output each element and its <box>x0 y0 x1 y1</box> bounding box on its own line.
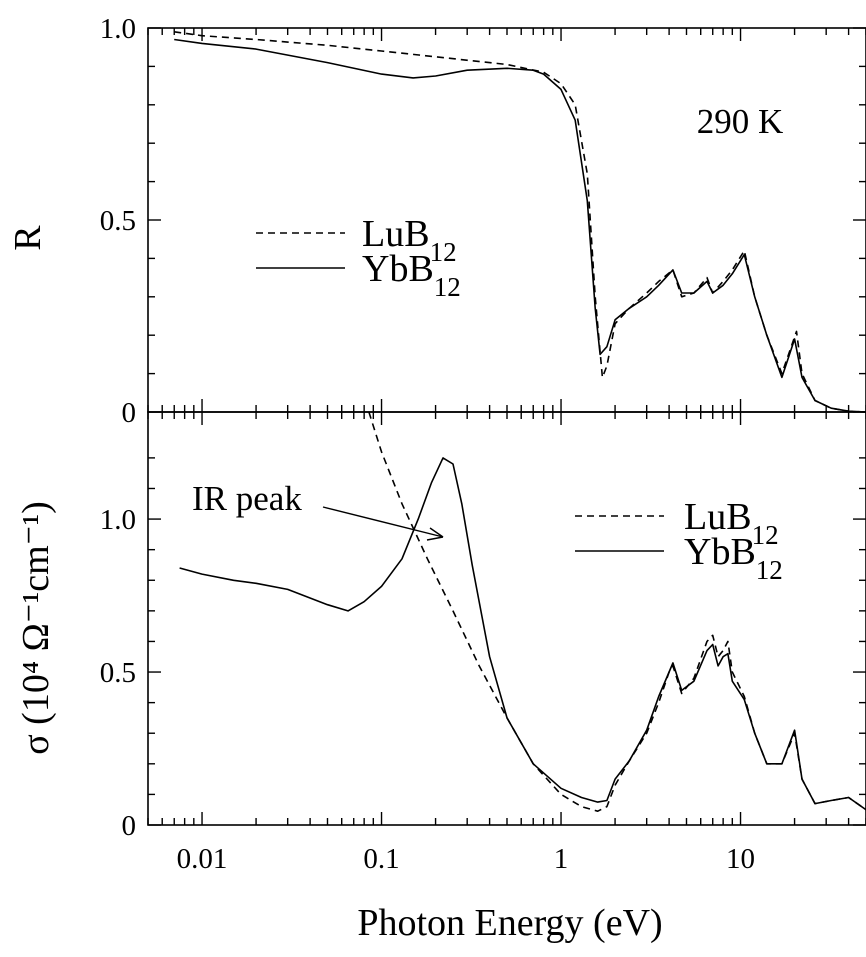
reflectivity-x-ticks <box>147 28 866 412</box>
panel-reflectivity: 0 0.5 1.0 R 290 K LuB12 YbB12 <box>7 13 866 429</box>
reflectivity-curves <box>174 31 866 413</box>
series-ybb12-reflectivity <box>174 38 866 413</box>
series-lub12-conductivity <box>368 411 866 813</box>
x-tick-label: 1 <box>554 843 569 875</box>
x-axis-label: Photon Energy (eV) <box>357 902 662 944</box>
series-ybb12-conductivity <box>179 457 866 811</box>
x-tick-label: 0.1 <box>363 843 399 875</box>
x-tick-label: 10 <box>726 843 755 875</box>
conductivity-y-ticks: 0 0.5 1.0 <box>100 457 866 842</box>
reflectivity-y-ticks: 0 0.5 1.0 <box>100 13 866 429</box>
ir-peak-arrow-head <box>426 527 444 541</box>
conductivity-curves <box>179 411 866 813</box>
conductivity-x-ticks <box>147 412 866 825</box>
y-tick-label: 1.0 <box>100 504 136 536</box>
ir-peak-arrow-line <box>322 506 444 538</box>
y-tick-label: 1.0 <box>100 13 136 45</box>
reflectivity-frame <box>147 27 866 413</box>
x-tick-label: 0.01 <box>177 843 228 875</box>
temperature-annotation: 290 K <box>697 102 784 141</box>
ir-peak-annotation: IR peak <box>192 479 444 541</box>
x-tick-labels: 0.01 0.1 1 10 <box>177 843 755 875</box>
panel-conductivity: 0 0.5 1.0 σ (10⁴ Ω⁻¹cm⁻¹) IR peak LuB12 Yb… <box>15 411 866 842</box>
reflectivity-y-axis-label: R <box>7 225 49 251</box>
y-tick-label: 0 <box>122 397 137 429</box>
series-lub12-reflectivity <box>174 31 866 413</box>
conductivity-frame <box>147 411 866 826</box>
conductivity-y-axis-label: σ (10⁴ Ω⁻¹cm⁻¹) <box>15 501 57 755</box>
conductivity-legend: LuB12 YbB12 <box>575 496 783 585</box>
reflectivity-legend: LuB12 YbB12 <box>256 213 461 302</box>
y-tick-label: 0.5 <box>100 657 136 689</box>
ir-peak-label: IR peak <box>192 479 302 518</box>
y-tick-label: 0.5 <box>100 205 136 237</box>
y-tick-label: 0 <box>122 810 137 842</box>
